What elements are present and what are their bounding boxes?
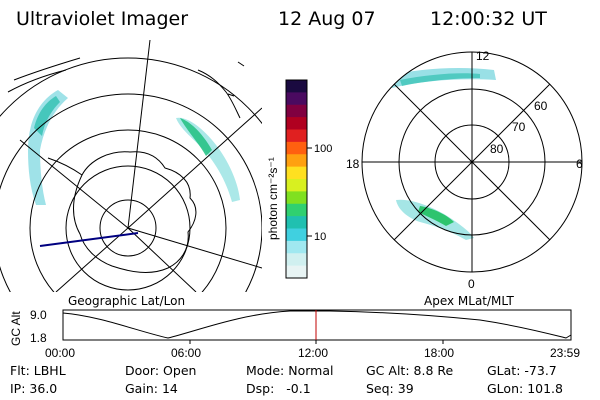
colorbar-stripe xyxy=(286,228,307,242)
colorbar-stripe xyxy=(286,129,307,143)
geo-aurora-right xyxy=(176,117,240,202)
info-door-label: Door: xyxy=(125,363,160,378)
geo-meridian xyxy=(127,227,197,292)
geo-lat-circle xyxy=(0,93,262,292)
altitude-plot: GC Alt 9.0 1.8 00:00 06:00 12:00 18:00 2… xyxy=(9,308,580,360)
geo-outer-arc xyxy=(13,57,81,81)
info-glat-label: GLat: xyxy=(487,363,521,378)
polar-lat-label: 60 xyxy=(534,99,548,113)
info-glon-label: GLon: xyxy=(487,381,524,396)
info-filter-label: Flt: xyxy=(10,363,30,378)
info-seq: Seq: 39 xyxy=(366,381,414,396)
info-gain-value: 14 xyxy=(161,381,178,396)
geo-meridian xyxy=(127,227,262,269)
altitude-curve xyxy=(62,310,572,339)
geographic-map xyxy=(0,40,262,292)
colorbar-stripe xyxy=(286,92,307,106)
geo-satellite-track xyxy=(39,232,139,247)
info-mode-value: Normal xyxy=(288,363,334,378)
colorbar-stripe xyxy=(286,191,307,205)
altitude-x-tick-label: 06:00 xyxy=(171,346,201,360)
colorbar-tick-label: 100 xyxy=(314,143,332,155)
polar-mlt-label-right: 6 xyxy=(576,157,583,171)
header-time: 12:00:32 UT xyxy=(430,8,547,30)
info-filter: Flt: LBHL xyxy=(10,363,66,378)
info-gain: Gain: 14 xyxy=(125,381,178,396)
info-mode-label: Mode: xyxy=(246,363,285,378)
altitude-y-tick-label: 1.8 xyxy=(30,331,47,345)
colorbar-stripe xyxy=(286,203,307,217)
geo-map-caption: Geographic Lat/Lon xyxy=(68,294,186,308)
header-date: 12 Aug 07 xyxy=(278,8,376,30)
info-seq-label: Seq: xyxy=(366,381,394,396)
info-ip: IP: 36.0 xyxy=(10,381,57,396)
polar-mlt-label-top: 12 xyxy=(476,49,490,63)
info-gc-alt-label: GC Alt: xyxy=(366,363,410,378)
info-gain-label: Gain: xyxy=(125,381,158,396)
colorbar-stripe xyxy=(286,117,307,131)
polar-mlt-label-bottom: 0 xyxy=(468,277,475,291)
geo-lat-circle xyxy=(0,57,262,125)
geo-meridian xyxy=(127,40,151,229)
geo-lat-circle xyxy=(29,129,227,292)
altitude-y-tick-label: 9.0 xyxy=(30,308,47,322)
colorbar-stripe xyxy=(286,253,307,267)
geo-lat-circle xyxy=(99,199,157,257)
geo-continent-outline xyxy=(73,151,197,273)
info-seq-value: 39 xyxy=(397,381,414,396)
altitude-y-axis-label: GC Alt xyxy=(9,311,23,346)
info-gc-alt-value: 8.8 Re xyxy=(413,363,454,378)
colorbar-stripe xyxy=(286,154,307,168)
info-ip-label: IP: xyxy=(10,381,26,396)
colorbar-tick-label: 10 xyxy=(314,231,326,243)
info-dsp-value: -0.1 xyxy=(286,381,311,396)
info-glat-value: -73.7 xyxy=(524,363,557,378)
geo-outer-arc xyxy=(7,69,67,93)
colorbar-stripe xyxy=(286,80,307,93)
polar-mlt-label-left: 18 xyxy=(346,157,360,171)
colorbar-stripe xyxy=(286,240,307,254)
colorbar-stripe xyxy=(286,104,307,118)
polar-aurora-top-core xyxy=(400,73,480,86)
info-door-value: Open xyxy=(163,363,197,378)
info-door: Door: Open xyxy=(125,363,196,378)
geo-aurora-right-core xyxy=(180,118,212,156)
geo-peninsula-outline xyxy=(47,157,83,176)
colorbar-unit-label: photon cm⁻²s⁻¹ xyxy=(266,157,280,240)
polar-lat-label: 80 xyxy=(490,142,504,156)
info-ip-value: 36.0 xyxy=(29,381,58,396)
colorbar-stripe xyxy=(286,141,307,155)
info-gc-alt: GC Alt: 8.8 Re xyxy=(366,363,453,378)
polar-map: 12 18 6 0 60 70 80 xyxy=(346,49,583,291)
altitude-plot-frame xyxy=(62,309,572,341)
colorbar-stripe xyxy=(286,179,307,192)
colorbar-stripe xyxy=(286,216,307,230)
altitude-x-tick-label: 18:00 xyxy=(424,346,454,360)
altitude-x-tick-label: 23:59 xyxy=(550,346,580,360)
geo-meridian xyxy=(127,107,262,229)
info-filter-value: LBHL xyxy=(33,363,66,378)
colorbar-stripe xyxy=(286,265,307,279)
polar-lat-label: 70 xyxy=(512,120,526,134)
altitude-x-tick-label: 12:00 xyxy=(298,346,328,360)
colorbar: 100 10 photon cm⁻²s⁻¹ xyxy=(266,79,332,279)
info-dsp-label: Dsp: xyxy=(246,381,275,396)
polar-aurora-bottom-core xyxy=(418,206,454,226)
info-glat: GLat: -73.7 xyxy=(487,363,557,378)
polar-map-caption: Apex MLat/MLT xyxy=(424,294,514,308)
geo-lat-circle xyxy=(65,165,191,291)
info-mode: Mode: Normal xyxy=(246,363,334,378)
info-dsp: Dsp: -0.1 xyxy=(246,381,311,396)
geo-meridian xyxy=(19,139,129,229)
polar-diagonal xyxy=(393,83,551,241)
altitude-x-tick-label: 00:00 xyxy=(45,346,75,360)
colorbar-frame xyxy=(285,79,308,279)
app-title: Ultraviolet Imager xyxy=(16,8,189,30)
colorbar-stripe xyxy=(286,166,307,180)
geo-coastline xyxy=(197,61,245,119)
info-glon-value: 101.8 xyxy=(527,381,563,396)
info-glon: GLon: 101.8 xyxy=(487,381,563,396)
geo-meridian xyxy=(55,227,129,292)
